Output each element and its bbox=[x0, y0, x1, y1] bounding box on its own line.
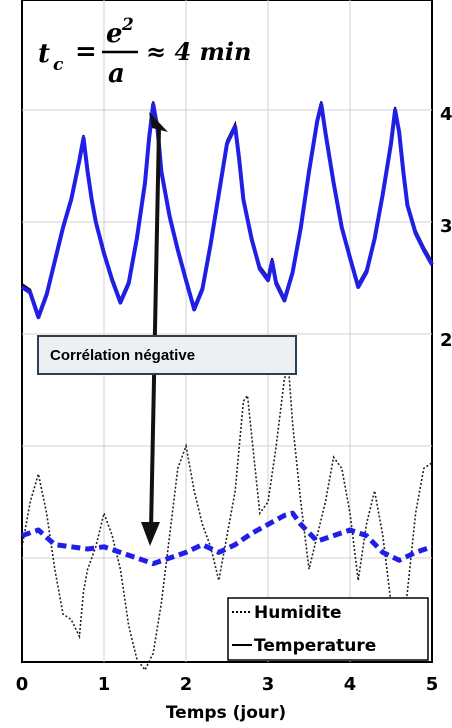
plot-area bbox=[21, 0, 433, 663]
formula-sub: c bbox=[53, 55, 64, 75]
formula-equals: = bbox=[75, 37, 97, 67]
formula-rhs: ≈ 4 min bbox=[146, 37, 251, 66]
x-tick-label: 5 bbox=[426, 674, 439, 695]
series-line-solid bbox=[20, 102, 434, 320]
double-arrow bbox=[141, 112, 168, 546]
grid bbox=[22, 0, 432, 662]
formula-exp: 2 bbox=[121, 15, 134, 35]
annotation-text: Corrélation négative bbox=[50, 347, 195, 364]
data-lines bbox=[20, 101, 434, 672]
y-tick-label: 3 bbox=[440, 216, 452, 237]
legend-label-temperature: Temperature bbox=[254, 636, 376, 656]
formula-lhs: t bbox=[38, 39, 50, 69]
legend-label-humidite: Humidite bbox=[254, 603, 342, 623]
series-line-humidite bbox=[21, 367, 433, 672]
y-tick-label: 4 bbox=[440, 104, 452, 125]
legend: Humidite Temperature bbox=[227, 597, 429, 661]
x-tick-label: 1 bbox=[98, 674, 111, 695]
formula: t c = e 2 a ≈ 4 min bbox=[38, 15, 251, 89]
x-tick-label: 2 bbox=[180, 674, 193, 695]
formula-num: e bbox=[106, 19, 123, 49]
formula-den: a bbox=[108, 59, 125, 89]
x-tick-label: 0 bbox=[16, 674, 29, 695]
series-line-dashed bbox=[21, 510, 433, 567]
x-tick-label: 4 bbox=[344, 674, 357, 695]
x-axis-title: Temps (jour) bbox=[166, 703, 286, 723]
annotation-box: Corrélation négative bbox=[37, 335, 297, 375]
y-tick-label: 2 bbox=[440, 330, 452, 351]
x-tick-label: 3 bbox=[262, 674, 275, 695]
